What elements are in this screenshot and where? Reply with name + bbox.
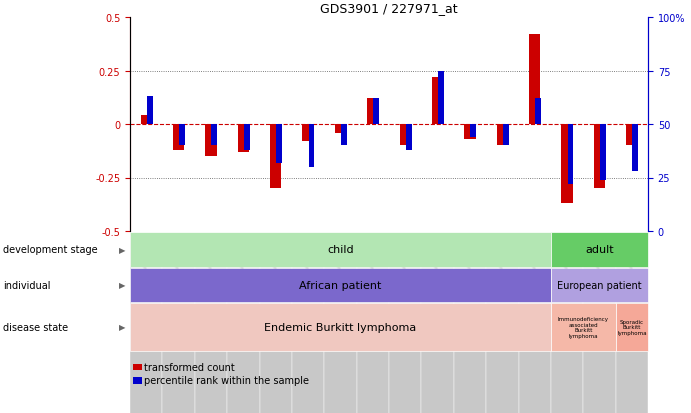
Bar bbox=[227, 234, 260, 413]
Bar bbox=[471, 125, 476, 138]
Bar bbox=[173, 125, 184, 150]
Bar bbox=[292, 234, 324, 413]
Bar bbox=[616, 234, 648, 413]
Bar bbox=[529, 35, 540, 125]
Bar bbox=[551, 268, 648, 302]
Bar bbox=[130, 233, 551, 267]
Bar bbox=[432, 78, 443, 125]
Bar bbox=[518, 18, 551, 231]
Bar bbox=[389, 234, 422, 413]
Text: ▶: ▶ bbox=[118, 281, 125, 290]
Bar bbox=[162, 234, 195, 413]
Bar bbox=[464, 125, 475, 140]
Bar bbox=[341, 125, 347, 146]
Bar bbox=[211, 125, 217, 146]
Bar bbox=[486, 234, 518, 413]
Bar bbox=[130, 303, 551, 351]
Text: individual: individual bbox=[3, 280, 51, 290]
Bar bbox=[454, 234, 486, 413]
Text: African patient: African patient bbox=[299, 280, 381, 290]
Title: GDS3901 / 227971_at: GDS3901 / 227971_at bbox=[320, 2, 458, 15]
Bar bbox=[632, 125, 638, 172]
Bar bbox=[389, 18, 422, 231]
Bar bbox=[594, 125, 605, 189]
Bar bbox=[357, 18, 389, 231]
Bar bbox=[497, 125, 508, 146]
Bar bbox=[140, 116, 152, 125]
Bar bbox=[422, 18, 454, 231]
Bar bbox=[454, 18, 486, 231]
Bar bbox=[616, 303, 648, 351]
Bar bbox=[535, 99, 541, 125]
Bar bbox=[309, 125, 314, 167]
Bar bbox=[406, 125, 412, 150]
Bar bbox=[276, 125, 282, 163]
Text: Immunodeficiency
associated
Burkitt
lymphoma: Immunodeficiency associated Burkitt lymp… bbox=[558, 316, 609, 338]
Bar bbox=[324, 18, 357, 231]
Text: adult: adult bbox=[585, 245, 614, 255]
Text: European patient: European patient bbox=[557, 280, 642, 290]
Bar bbox=[195, 18, 227, 231]
Bar bbox=[373, 99, 379, 125]
Bar bbox=[551, 234, 583, 413]
Bar bbox=[583, 234, 616, 413]
Text: transformed count: transformed count bbox=[144, 362, 235, 372]
Bar bbox=[324, 234, 357, 413]
Bar bbox=[626, 125, 638, 146]
Bar bbox=[195, 234, 227, 413]
Bar bbox=[205, 125, 216, 157]
Bar bbox=[334, 125, 346, 133]
Bar bbox=[260, 234, 292, 413]
Text: disease state: disease state bbox=[3, 322, 68, 332]
Bar bbox=[422, 234, 454, 413]
Bar bbox=[146, 97, 153, 125]
Bar bbox=[486, 18, 518, 231]
Bar bbox=[551, 233, 648, 267]
Text: child: child bbox=[327, 245, 354, 255]
Bar bbox=[583, 18, 616, 231]
Bar bbox=[367, 99, 379, 125]
Bar bbox=[162, 18, 195, 231]
Text: Endemic Burkitt lymphoma: Endemic Burkitt lymphoma bbox=[265, 322, 417, 332]
Bar bbox=[130, 268, 551, 302]
Text: ▶: ▶ bbox=[118, 245, 125, 254]
Bar bbox=[616, 18, 648, 231]
Bar bbox=[551, 303, 616, 351]
Bar bbox=[270, 125, 281, 189]
Bar bbox=[244, 125, 249, 150]
Bar bbox=[292, 18, 324, 231]
Bar bbox=[130, 234, 162, 413]
Bar bbox=[238, 125, 249, 152]
Bar bbox=[600, 125, 606, 180]
Bar bbox=[561, 125, 573, 204]
Bar bbox=[303, 125, 314, 142]
Bar bbox=[357, 234, 389, 413]
Bar bbox=[260, 18, 292, 231]
Text: development stage: development stage bbox=[3, 245, 98, 255]
Text: Sporadic
Burkitt
lymphoma: Sporadic Burkitt lymphoma bbox=[617, 319, 647, 335]
Bar bbox=[551, 18, 583, 231]
Bar bbox=[179, 125, 185, 146]
Bar bbox=[438, 71, 444, 125]
Text: percentile rank within the sample: percentile rank within the sample bbox=[144, 375, 309, 385]
Bar bbox=[399, 125, 411, 146]
Bar bbox=[227, 18, 260, 231]
Bar bbox=[518, 234, 551, 413]
Bar bbox=[567, 125, 574, 185]
Bar bbox=[503, 125, 509, 146]
Text: ▶: ▶ bbox=[118, 323, 125, 332]
Bar bbox=[130, 18, 162, 231]
